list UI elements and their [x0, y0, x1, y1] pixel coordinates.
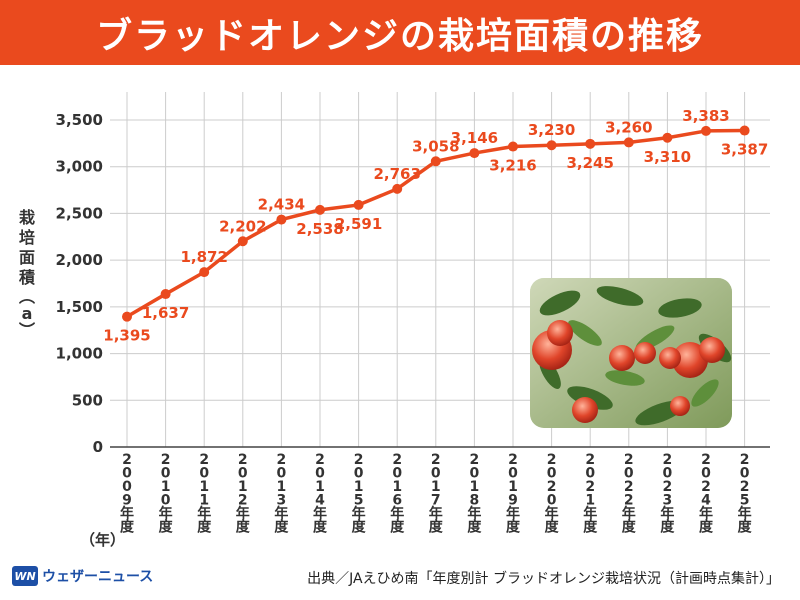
- x-tick-label: 2 0 1 0 年度: [159, 452, 174, 536]
- x-tick-label: 2 0 1 7 年度: [429, 452, 444, 536]
- data-label: 1,395: [103, 327, 150, 345]
- y-tick-label: 3,500: [56, 111, 103, 129]
- data-point: [199, 267, 210, 278]
- data-point: [662, 132, 673, 143]
- x-tick-label: 2 0 1 8 年度: [467, 452, 482, 536]
- y-tick-label: 2,500: [56, 204, 103, 222]
- data-label: 3,383: [682, 107, 729, 125]
- data-point: [701, 125, 711, 136]
- data-label: 3,260: [605, 118, 652, 136]
- x-tick-label: 2 0 1 2 年度: [236, 452, 251, 536]
- data-label: 2,763: [373, 165, 420, 183]
- data-label: 2,591: [335, 215, 382, 233]
- x-tick-label: 2 0 1 9 年度: [506, 452, 521, 536]
- data-point: [430, 156, 441, 167]
- data-point: [353, 199, 364, 210]
- source-note: 出典／JAえひめ南「年度別計 ブラッドオレンジ栽培状況（計画時点集計）」: [307, 571, 780, 587]
- data-label: 3,245: [566, 154, 613, 172]
- weathernews-logo: WN ウェザーニュース: [12, 566, 153, 586]
- y-tick-label: 1,000: [56, 345, 103, 363]
- x-tick-label: 2 0 2 1 年度: [583, 452, 598, 536]
- y-tick-label: 0: [93, 438, 103, 456]
- data-label: 3,058: [412, 137, 459, 155]
- x-tick-label: 2 0 1 5 年度: [352, 452, 367, 536]
- blood-orange-photo: [530, 278, 732, 428]
- data-label: 2,202: [219, 217, 266, 235]
- data-label: 3,387: [721, 141, 768, 159]
- data-point: [122, 311, 132, 322]
- data-label: 1,637: [142, 304, 189, 322]
- logo-text: ウェザーニュース: [42, 569, 154, 585]
- y-tick-label: 3,000: [56, 158, 103, 176]
- data-point: [623, 137, 634, 148]
- x-tick-label: 2 0 2 4 年度: [699, 452, 714, 536]
- data-point: [585, 138, 596, 149]
- title-bar: ブラッドオレンジの栽培面積の推移: [0, 0, 800, 65]
- data-label: 2,434: [258, 196, 305, 214]
- data-point: [508, 141, 518, 152]
- x-tick-label: 2 0 1 6 年度: [390, 452, 405, 536]
- x-tick-label: 2 0 1 1 年度: [197, 452, 212, 536]
- y-tick-label: 2,000: [56, 251, 103, 269]
- y-axis-label-unit-group: ︵ a ︶: [18, 287, 35, 340]
- data-label: 1,872: [180, 248, 227, 266]
- y-tick-label: 500: [72, 391, 103, 409]
- x-tick-label: 2 0 1 3 年度: [274, 452, 289, 536]
- x-tick-label: 2 0 2 2 年度: [622, 452, 637, 536]
- data-point: [276, 214, 287, 225]
- x-tick-label: 2 0 2 0 年度: [545, 452, 560, 536]
- data-point: [739, 125, 750, 136]
- x-axis-label: （年）: [80, 531, 125, 549]
- data-point: [237, 236, 248, 247]
- data-label: 2,538: [296, 220, 343, 238]
- y-axis-label-char: 培: [18, 228, 35, 247]
- y-axis-label-text: 栽培面積: [16, 208, 38, 288]
- y-axis-label-char: 積: [18, 268, 35, 287]
- logo-mark: WN: [12, 566, 38, 586]
- y-tick-label: 1,500: [56, 298, 103, 316]
- data-point: [469, 148, 480, 159]
- data-point: [546, 140, 557, 151]
- x-tick-label: 2 0 2 5 年度: [738, 452, 753, 536]
- x-tick-label: 2 0 1 4 年度: [313, 452, 328, 536]
- data-point: [315, 204, 325, 215]
- data-label: 3,310: [644, 148, 691, 166]
- y-axis-label-unit: a: [21, 304, 33, 323]
- y-axis-label-char: 栽: [18, 208, 35, 227]
- data-label: 3,216: [489, 157, 536, 175]
- chart-title: ブラッドオレンジの栽培面積の推移: [95, 15, 704, 57]
- data-label: 3,146: [451, 129, 498, 147]
- x-tick-label: 2 0 0 9 年度: [120, 452, 135, 536]
- y-axis-label-char: 面: [18, 248, 35, 267]
- blood-orange-illustration: [530, 278, 732, 428]
- data-point: [392, 183, 403, 194]
- y-axis-label: 栽培面積 ︵ a ︶: [16, 208, 38, 340]
- x-tick-label: 2 0 2 3 年度: [660, 452, 675, 536]
- data-label: 3,230: [528, 121, 575, 139]
- data-point: [160, 289, 171, 300]
